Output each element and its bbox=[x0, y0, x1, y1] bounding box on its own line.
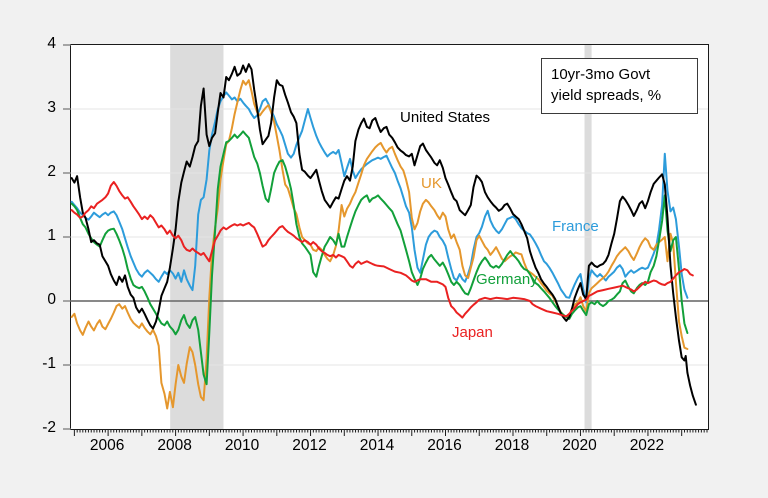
series-line-japan bbox=[70, 181, 694, 319]
series-line-united-states bbox=[70, 63, 697, 406]
y-tick-label: -1 bbox=[42, 355, 56, 372]
x-tick-label: 2012 bbox=[292, 437, 327, 454]
info-box: 10yr-3mo Govt yield spreads, % bbox=[541, 58, 698, 114]
y-tick-label: 2 bbox=[47, 163, 56, 180]
y-tick-label: 1 bbox=[47, 227, 56, 244]
x-tick-label: 2018 bbox=[494, 437, 530, 454]
y-tick-label: -2 bbox=[42, 419, 56, 436]
series-label-france: France bbox=[552, 218, 599, 235]
y-tick-label: 0 bbox=[47, 291, 56, 308]
chart-canvas bbox=[63, 44, 708, 436]
series-label-uk: UK bbox=[421, 175, 442, 192]
y-tick-label: 4 bbox=[47, 35, 56, 52]
x-tick-label: 2010 bbox=[224, 437, 260, 454]
series-label-germany: Germany bbox=[476, 271, 538, 288]
x-tick-label: 2008 bbox=[157, 437, 192, 454]
plot-area: 10yr-3mo Govt yield spreads, % France UK G… bbox=[63, 44, 709, 436]
series-line-uk bbox=[70, 79, 689, 410]
y-tick-label: 3 bbox=[47, 99, 56, 116]
series-line-germany bbox=[70, 130, 689, 386]
x-tick-label: 2022 bbox=[629, 437, 665, 454]
x-tick-label: 2016 bbox=[427, 437, 462, 454]
x-tick-label: 2014 bbox=[359, 437, 395, 454]
x-tick-label: 2020 bbox=[562, 437, 597, 454]
info-box-line1: 10yr-3mo Govt bbox=[551, 66, 651, 83]
series-label-united-states: United States bbox=[400, 109, 491, 126]
info-box-line2: yield spreads, % bbox=[551, 87, 662, 105]
series-label-japan: Japan bbox=[452, 324, 493, 341]
x-tick-label: 2006 bbox=[89, 437, 125, 454]
